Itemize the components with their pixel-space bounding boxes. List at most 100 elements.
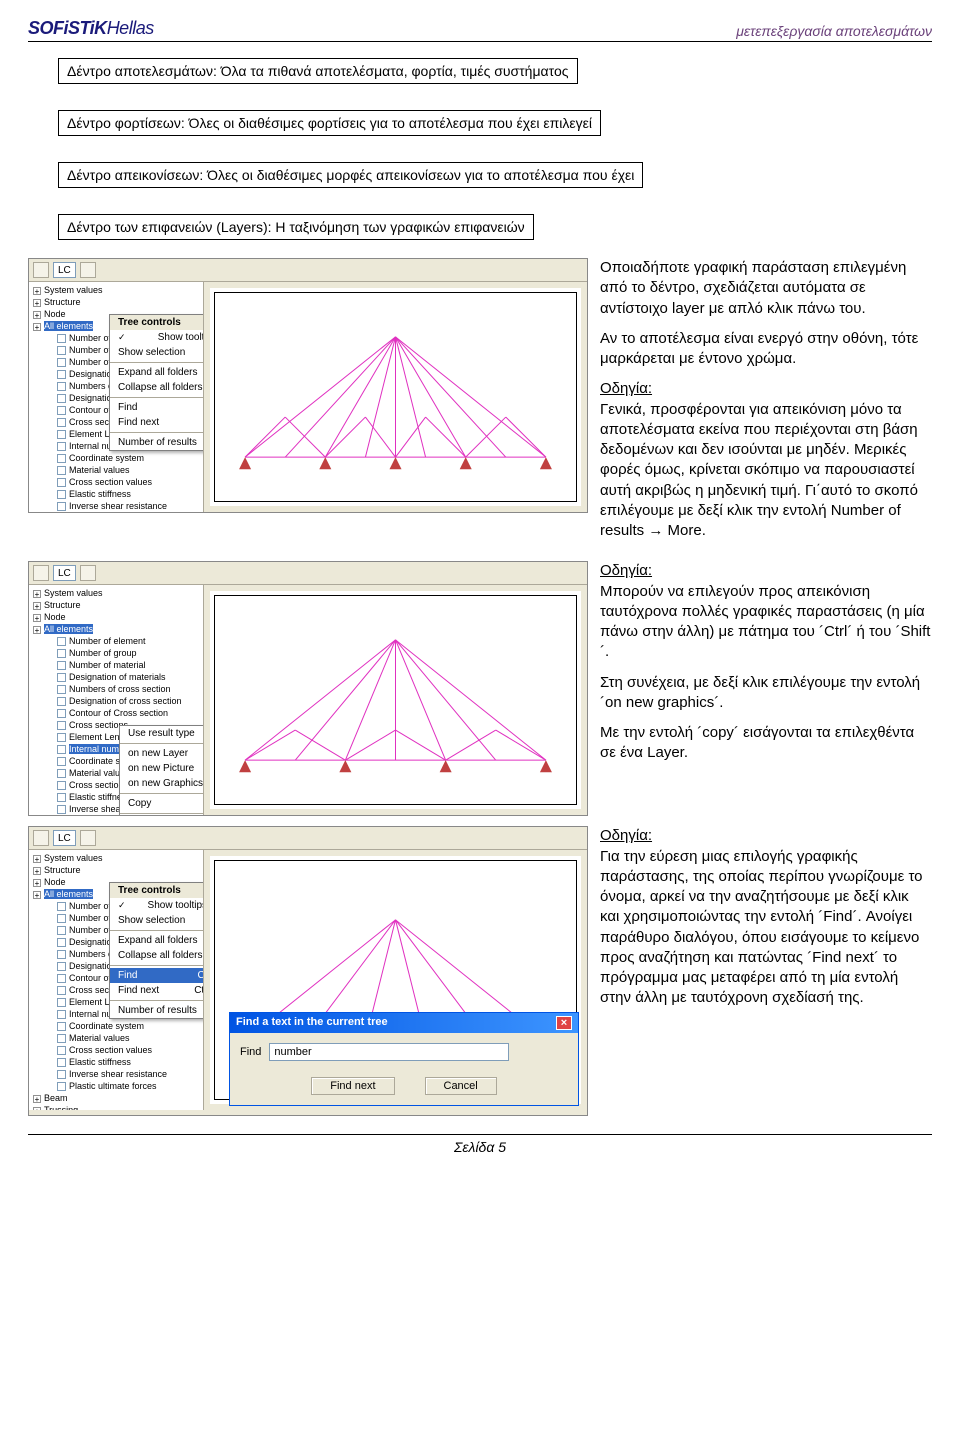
logo: SOFiSTiKHellas: [28, 18, 154, 39]
find-dialog[interactable]: Find a text in the current tree × Find F…: [229, 1012, 579, 1106]
tree-item[interactable]: Cross section values: [31, 476, 201, 488]
menu-item[interactable]: Find nextCtrl+W: [110, 415, 204, 430]
menu-heading: Tree controls: [110, 883, 204, 898]
tree-item[interactable]: Designation of cross section: [31, 695, 201, 707]
find-next-button[interactable]: Find next: [311, 1077, 394, 1095]
tree-item[interactable]: Material values: [31, 464, 201, 476]
definition-item: Δέντρο απεικονίσεων: Όλες οι διαθέσιμες …: [58, 162, 643, 188]
tree-item[interactable]: Plastic ultimate forces: [31, 1080, 201, 1092]
tree-item[interactable]: Number of material: [31, 659, 201, 671]
paragraph: Μπορούν να επιλεγούν προς απεικόνιση ταυ…: [600, 583, 930, 661]
toolbar-button[interactable]: [80, 262, 96, 278]
tree-item[interactable]: +Node: [31, 611, 201, 623]
tree-item[interactable]: Elastic stiffness: [31, 1056, 201, 1068]
menu-item[interactable]: Show selection: [110, 345, 204, 360]
menu-item[interactable]: CopyCTRL+C: [120, 796, 204, 811]
definition-item: Δέντρο φορτίσεων: Όλες οι διαθέσιμες φορ…: [58, 110, 601, 136]
lc-dropdown[interactable]: LC: [53, 830, 76, 846]
page-header: SOFiSTiKHellas μετεπεξεργασία αποτελεσμά…: [28, 18, 932, 42]
paragraph: Στη συνέχεια, με δεξί κλικ επιλέγουμε τη…: [600, 673, 932, 714]
paragraph: Για την εύρεση μιας επιλογής γραφικής πα…: [600, 848, 923, 1007]
truss-diagram: [215, 596, 576, 804]
hint-label: Οδηγία:: [600, 827, 652, 844]
tree-item[interactable]: +Beam: [31, 1092, 201, 1104]
tree-item[interactable]: Cross section values: [31, 1044, 201, 1056]
tree-item[interactable]: Inverse shear resistance: [31, 1068, 201, 1080]
tree-item[interactable]: Contour of Cross section: [31, 707, 201, 719]
tree-pane[interactable]: +System values+Structure+Node+All elemen…: [29, 585, 204, 815]
tree-item[interactable]: +System values: [31, 284, 201, 296]
tree-item[interactable]: +System values: [31, 587, 201, 599]
tree-item[interactable]: +System values: [31, 852, 201, 864]
toolbar: LC: [29, 259, 587, 282]
menu-item[interactable]: Collapse all folders: [110, 380, 204, 395]
section-3: LC +System values+Structure+Node+All ele…: [28, 826, 932, 1116]
menu-item[interactable]: Number of results• Normal• More• All: [110, 435, 204, 450]
menu-item[interactable]: Show tooltips: [110, 898, 204, 913]
context-menu-tree-controls[interactable]: Tree controlsShow tooltipsShow selection…: [109, 882, 204, 1019]
menu-item[interactable]: on new Graphics: [120, 776, 204, 791]
tree-item[interactable]: Number of group: [31, 647, 201, 659]
tree-item[interactable]: +Structure: [31, 864, 201, 876]
toolbar-button[interactable]: [80, 830, 96, 846]
tree-item[interactable]: Numbers of cross section: [31, 683, 201, 695]
tree-item[interactable]: +Structure: [31, 599, 201, 611]
menu-item[interactable]: Use result type: [120, 726, 204, 741]
definition-item: Δέντρο των επιφανειών (Layers): Η ταξινό…: [58, 214, 534, 240]
app-window-1: LC +System values+Structure+Node+All ele…: [28, 258, 588, 513]
toolbar: LC: [29, 562, 587, 585]
menu-item[interactable]: FindCtrl+F: [110, 400, 204, 415]
paragraph: Γενικά, προσφέρονται για απεικόνιση μόνο…: [600, 401, 918, 540]
toolbar-button[interactable]: [80, 565, 96, 581]
tree-item[interactable]: +All elements: [31, 623, 201, 635]
section-1: LC +System values+Structure+Node+All ele…: [28, 258, 932, 551]
header-subtitle: μετεπεξεργασία αποτελεσμάτων: [736, 23, 932, 39]
tree-pane[interactable]: +System values+Structure+Node+All elemen…: [29, 850, 204, 1110]
graphics-canvas: [204, 585, 587, 815]
hint-label: Οδηγία:: [600, 380, 652, 397]
context-menu-tree-controls[interactable]: Tree controlsShow tooltipsShow selection…: [109, 314, 204, 451]
page-footer: Σελίδα 5: [28, 1134, 932, 1155]
cancel-button[interactable]: Cancel: [425, 1077, 497, 1095]
toolbar-button[interactable]: [33, 565, 49, 581]
paragraph: Αν το αποτέλεσμα είναι ενεργό στην οθόνη…: [600, 329, 932, 370]
section-2: LC +System values+Structure+Node+All ele…: [28, 561, 932, 816]
toolbar-button[interactable]: [33, 830, 49, 846]
tree-item[interactable]: Designation of materials: [31, 671, 201, 683]
app-window-3: LC +System values+Structure+Node+All ele…: [28, 826, 588, 1116]
tree-item[interactable]: Coordinate system: [31, 1020, 201, 1032]
lc-dropdown[interactable]: LC: [53, 262, 76, 278]
menu-item[interactable]: Find nextCtrl+W: [110, 983, 204, 998]
menu-item[interactable]: Expand all folders: [110, 933, 204, 948]
tree-item[interactable]: Material values: [31, 1032, 201, 1044]
graphics-canvas: [204, 282, 587, 512]
hint-label: Οδηγία:: [600, 562, 652, 579]
logo-sub: Hellas: [107, 18, 154, 38]
dialog-title: Find a text in the current tree: [236, 1016, 388, 1030]
tree-item[interactable]: Number of element: [31, 635, 201, 647]
instruction-text-2: Οδηγία: Μπορούν να επιλεγούν προς απεικό…: [600, 561, 932, 816]
truss-diagram: [215, 293, 576, 501]
menu-item[interactable]: on new Picture: [120, 761, 204, 776]
tree-pane[interactable]: +System values+Structure+Node+All elemen…: [29, 282, 204, 512]
menu-item[interactable]: Number of results: [110, 1003, 204, 1018]
lc-dropdown[interactable]: LC: [53, 565, 76, 581]
tree-item[interactable]: Elastic stiffness: [31, 488, 201, 500]
tree-item[interactable]: Inverse shear resistance: [31, 500, 201, 512]
find-label: Find: [240, 1046, 261, 1058]
menu-item[interactable]: FindCtrl+F: [110, 968, 204, 983]
tree-item[interactable]: +Trussing: [31, 1104, 201, 1110]
menu-item[interactable]: Collapse all folders: [110, 948, 204, 963]
menu-item[interactable]: Show selection: [110, 913, 204, 928]
menu-item[interactable]: Expand all folders: [110, 365, 204, 380]
menu-item[interactable]: Show tooltips: [110, 330, 204, 345]
tree-item[interactable]: Coordinate system: [31, 452, 201, 464]
tree-item[interactable]: +Structure: [31, 296, 201, 308]
menu-item[interactable]: on new Layer: [120, 746, 204, 761]
toolbar-button[interactable]: [33, 262, 49, 278]
instruction-text-1: Οποιαδήποτε γραφική παράσταση επιλεγμένη…: [600, 258, 932, 551]
find-input[interactable]: [269, 1043, 509, 1061]
context-menu-result[interactable]: Use result type on new Layeron new Pictur…: [119, 725, 204, 815]
instruction-text-3: Οδηγία: Για την εύρεση μιας επιλογής γρα…: [600, 826, 932, 1116]
close-icon[interactable]: ×: [556, 1016, 572, 1030]
